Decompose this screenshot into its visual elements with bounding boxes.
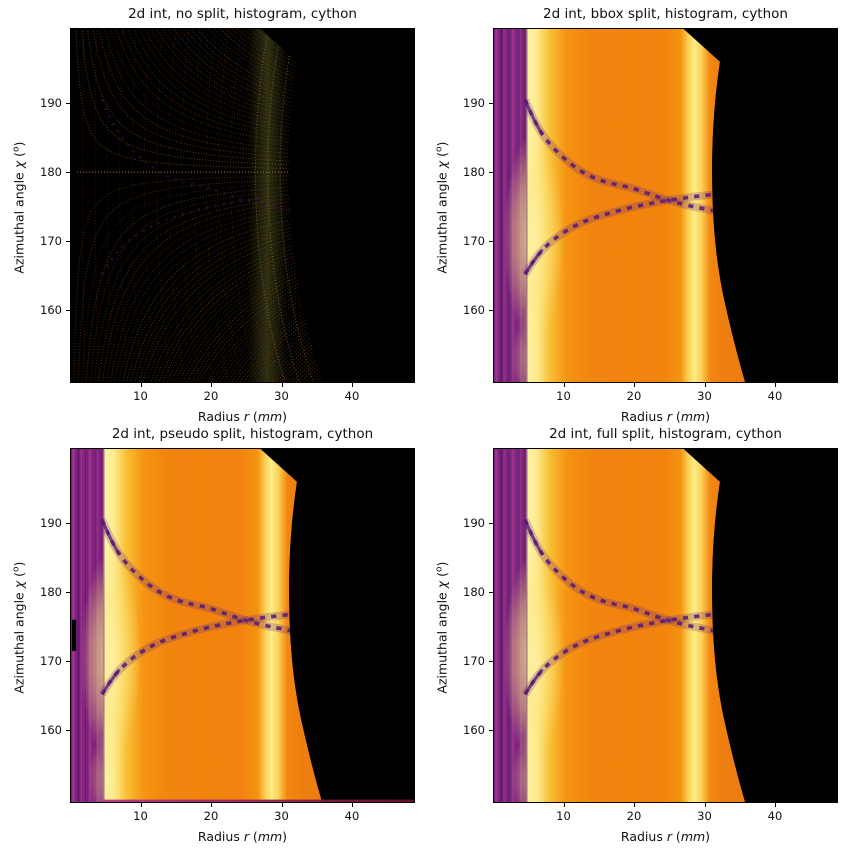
heatmap-no-split <box>70 28 415 383</box>
y-tick-label: 190 <box>40 515 62 530</box>
y-tick-mark <box>489 103 493 105</box>
x-tick-mark <box>352 803 353 807</box>
x-tick-mark <box>775 803 776 807</box>
x-tick-mark <box>634 383 635 387</box>
x-tick-mark <box>281 803 283 807</box>
y-tick-mark <box>66 661 70 663</box>
x-tick-label: 30 <box>274 809 289 823</box>
y-tick-mark <box>66 172 70 174</box>
heatmap-image <box>70 28 415 383</box>
y-tick-label: 170 <box>463 233 485 248</box>
x-tick-label: 10 <box>133 809 148 823</box>
x-tick-label: 30 <box>697 389 712 403</box>
x-tick-label: 30 <box>697 809 712 823</box>
y-axis-label: Azimuthal angle χ (o) <box>11 561 27 694</box>
heatmap-image <box>493 28 838 383</box>
y-tick-label: 190 <box>40 95 62 110</box>
x-tick-mark <box>704 803 706 807</box>
x-axis-label: Radius r (mm) <box>620 409 711 424</box>
y-tick-mark <box>489 661 493 663</box>
y-tick-label: 190 <box>463 95 485 110</box>
y-tick-mark <box>489 523 493 525</box>
y-tick-mark <box>66 310 70 312</box>
y-tick-mark <box>489 241 493 243</box>
heatmap-bbox-split <box>493 28 838 383</box>
panel-title-pseudo-split: 2d int, pseudo split, histogram, cython <box>111 426 374 442</box>
x-tick-mark <box>140 803 142 807</box>
y-axis-label: Azimuthal angle χ (o) <box>434 561 450 694</box>
x-tick-label: 20 <box>203 389 219 403</box>
x-tick-mark <box>634 803 635 807</box>
y-tick-mark <box>489 730 493 732</box>
y-tick-label: 160 <box>40 722 62 737</box>
heatmap-full-split <box>493 448 838 803</box>
panel-title-full-split: 2d int, full split, histogram, cython <box>549 426 782 442</box>
x-tick-mark <box>211 383 212 387</box>
x-tick-label: 20 <box>203 809 219 823</box>
x-tick-mark <box>211 803 212 807</box>
y-tick-label: 170 <box>40 653 62 668</box>
panel-title-no-split: 2d int, no split, histogram, cython <box>128 6 357 22</box>
x-axis-label: Radius r (mm) <box>197 409 288 424</box>
y-tick-mark <box>66 103 70 105</box>
x-tick-label: 10 <box>556 389 571 403</box>
x-tick-mark <box>775 383 776 387</box>
x-tick-label: 40 <box>767 809 783 823</box>
heatmap-pseudo-split <box>70 448 415 803</box>
y-tick-label: 180 <box>463 584 485 599</box>
y-tick-label: 160 <box>40 302 62 317</box>
x-tick-label: 10 <box>556 809 571 823</box>
y-tick-label: 180 <box>40 584 62 599</box>
x-tick-label: 30 <box>274 389 289 403</box>
x-tick-label: 40 <box>344 809 360 823</box>
x-tick-mark <box>563 383 565 387</box>
heatmap-image <box>70 448 415 803</box>
y-tick-mark <box>66 730 70 732</box>
x-axis-label: Radius r (mm) <box>197 829 288 844</box>
heatmap-image <box>493 448 838 803</box>
x-tick-mark <box>281 383 283 387</box>
x-tick-label: 20 <box>626 389 642 403</box>
x-tick-label: 40 <box>767 389 783 403</box>
y-axis-label: Azimuthal angle χ (o) <box>434 141 450 274</box>
y-tick-label: 160 <box>463 722 485 737</box>
y-tick-label: 170 <box>463 653 485 668</box>
x-tick-label: 40 <box>344 389 360 403</box>
y-tick-mark <box>489 172 493 174</box>
y-tick-mark <box>66 523 70 525</box>
y-tick-label: 160 <box>463 302 485 317</box>
x-tick-mark <box>563 803 565 807</box>
x-tick-mark <box>704 383 706 387</box>
x-tick-label: 10 <box>133 389 148 403</box>
x-tick-mark <box>352 383 353 387</box>
y-tick-label: 180 <box>463 164 485 179</box>
y-tick-mark <box>489 592 493 594</box>
y-tick-mark <box>66 241 70 243</box>
y-tick-label: 180 <box>40 164 62 179</box>
x-tick-label: 20 <box>626 809 642 823</box>
y-tick-label: 190 <box>463 515 485 530</box>
y-axis-label: Azimuthal angle χ (o) <box>11 141 27 274</box>
y-tick-mark <box>66 592 70 594</box>
x-tick-mark <box>140 383 142 387</box>
x-axis-label: Radius r (mm) <box>620 829 711 844</box>
y-tick-label: 170 <box>40 233 62 248</box>
y-tick-mark <box>489 310 493 312</box>
panel-title-bbox-split: 2d int, bbox split, histogram, cython <box>543 6 788 22</box>
